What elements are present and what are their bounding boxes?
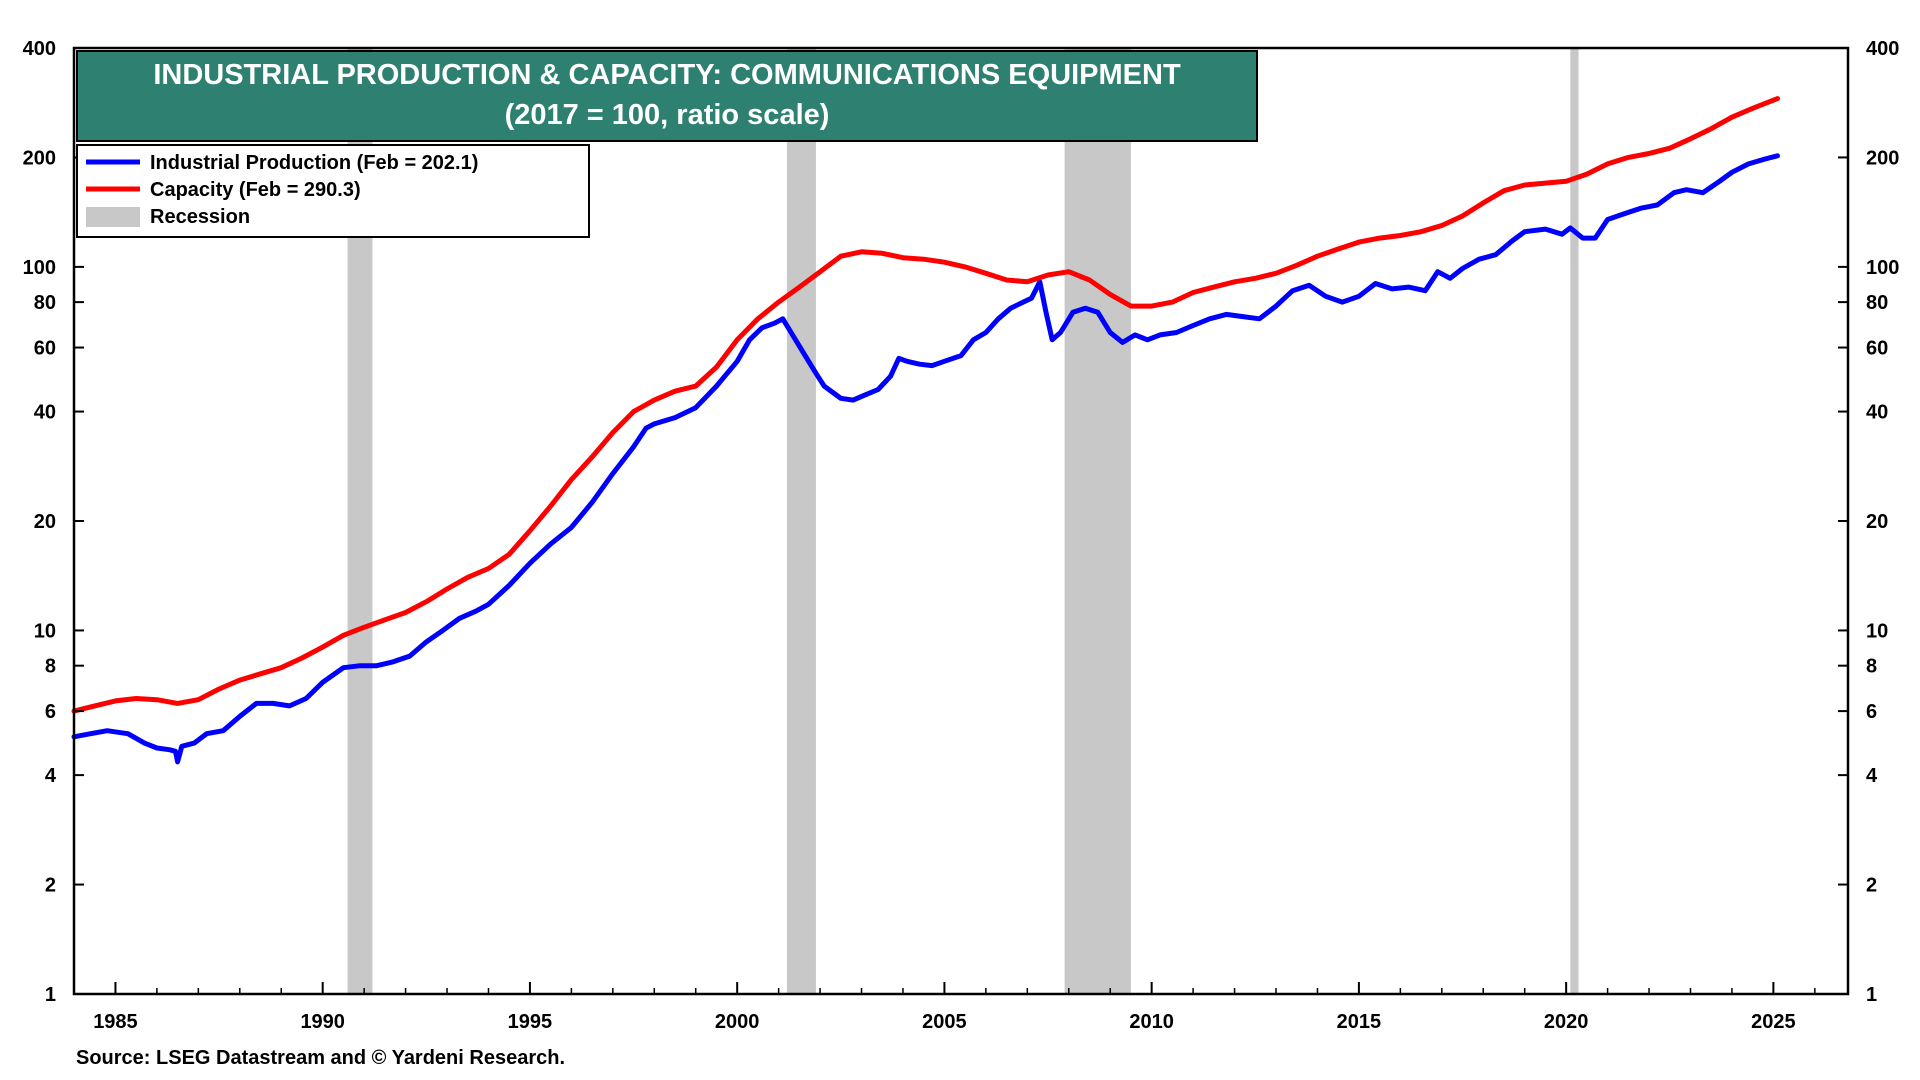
y-tick-label-right: 6 [1866,701,1877,723]
y-tick-label-left: 2 [45,875,56,897]
x-tick-label: 2000 [715,1011,760,1033]
y-tick-label-right: 4 [1866,765,1878,787]
series-line-industrial-production [71,153,1780,765]
y-tick-label-right: 100 [1866,257,1899,279]
legend-box [76,144,590,238]
x-tick-label: 1995 [508,1011,553,1033]
legend-swatch-recession [86,207,140,227]
y-tick-label-left: 400 [23,38,56,60]
series-line-capacity [71,96,1780,714]
y-tick-label-left: 6 [45,701,56,723]
legend-label-recession: Recession [150,206,250,228]
y-tick-label-right: 200 [1866,147,1899,169]
y-tick-label-left: 10 [34,620,56,642]
x-tick-label: 1985 [93,1011,138,1033]
title-background [76,50,1258,142]
x-tick-label: 1990 [300,1011,345,1033]
y-tick-label-left: 40 [34,402,56,424]
recession-band [1570,48,1579,994]
x-tick-label: 2020 [1544,1011,1589,1033]
recession-band [1064,48,1131,994]
legend-label-production: Industrial Production (Feb = 202.1) [150,152,478,174]
chart-title: INDUSTRIAL PRODUCTION & CAPACITY: COMMUN… [153,59,1181,91]
y-tick-label-left: 1 [45,984,56,1006]
source-note: Source: LSEG Datastream and © Yardeni Re… [76,1047,566,1069]
x-tick-label: 2010 [1129,1011,1174,1033]
y-tick-label-left: 20 [34,511,56,533]
y-tick-label-left: 4 [45,765,57,787]
y-tick-label-right: 20 [1866,511,1888,533]
chart-subtitle: (2017 = 100, ratio scale) [505,99,830,131]
y-tick-label-right: 60 [1866,338,1888,360]
y-tick-label-right: 80 [1866,292,1888,314]
y-tick-label-right: 10 [1866,620,1888,642]
legend-label-capacity: Capacity (Feb = 290.3) [150,179,361,201]
y-tick-label-left: 100 [23,257,56,279]
y-tick-label-left: 60 [34,338,56,360]
y-tick-label-right: 8 [1866,656,1877,678]
x-tick-label: 2025 [1751,1011,1796,1033]
y-tick-label-left: 80 [34,292,56,314]
x-tick-label: 2015 [1337,1011,1382,1033]
y-tick-label-left: 200 [23,147,56,169]
title-box: INDUSTRIAL PRODUCTION & CAPACITY: COMMUN… [76,50,1258,142]
recession-band [786,48,816,994]
y-tick-label-right: 1 [1866,984,1877,1006]
series-lines [71,96,1780,765]
y-tick-label-right: 400 [1866,38,1899,60]
y-tick-label-left: 8 [45,656,56,678]
y-tick-label-right: 2 [1866,875,1877,897]
x-tick-label: 2005 [922,1011,967,1033]
legend: Industrial Production (Feb = 202.1) Capa… [76,144,590,238]
y-tick-label-right: 40 [1866,402,1888,424]
